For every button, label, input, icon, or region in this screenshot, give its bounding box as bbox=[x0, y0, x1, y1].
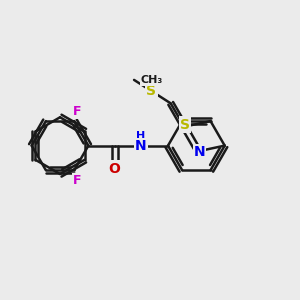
Text: F: F bbox=[73, 105, 81, 118]
Text: H: H bbox=[136, 131, 146, 141]
Text: N: N bbox=[135, 139, 146, 153]
Text: CH₃: CH₃ bbox=[141, 75, 163, 85]
Text: S: S bbox=[146, 84, 156, 98]
Text: O: O bbox=[109, 161, 121, 176]
Text: F: F bbox=[73, 173, 81, 187]
Text: S: S bbox=[180, 118, 190, 131]
Text: N: N bbox=[194, 145, 205, 159]
